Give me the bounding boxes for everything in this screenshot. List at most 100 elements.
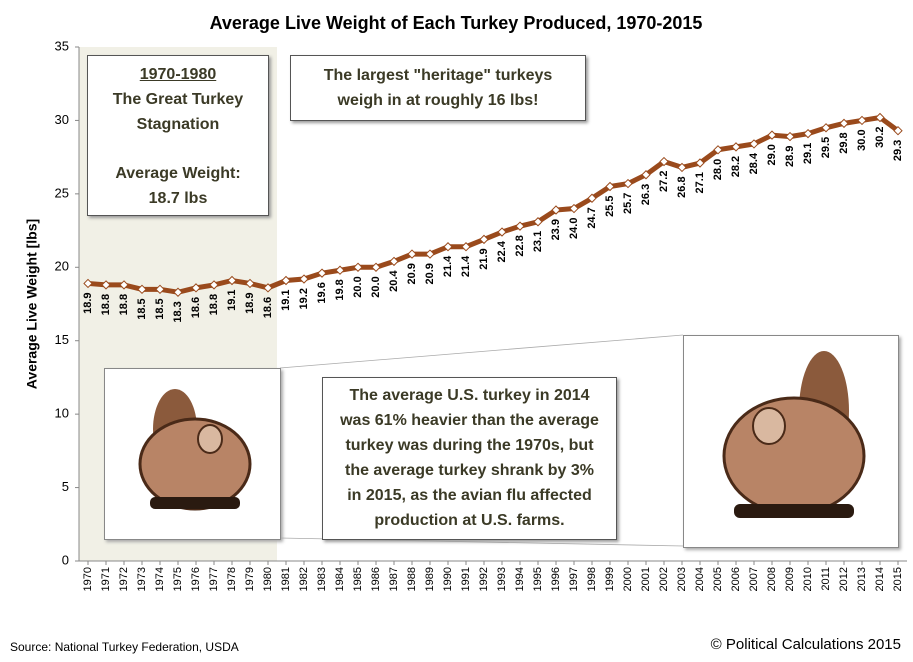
marker xyxy=(119,280,129,290)
marker xyxy=(245,278,255,289)
y-tick-label: 25 xyxy=(55,185,69,200)
x-tick-label: 1984 xyxy=(334,567,346,591)
annotation-box: The largest "heritage" turkeys weigh in … xyxy=(290,55,586,121)
x-tick-label: 2003 xyxy=(676,567,688,591)
x-tick-label: 1991 xyxy=(460,567,472,591)
x-tick-label: 1972 xyxy=(118,567,130,591)
marker xyxy=(839,118,849,129)
x-tick-label: 1976 xyxy=(190,567,202,591)
x-tick-label: 1990 xyxy=(442,567,454,591)
marker xyxy=(785,131,795,142)
x-tick-label: 1985 xyxy=(352,567,364,591)
data-label: 23.9 xyxy=(550,219,562,240)
annotation-box: 1970-1980 The Great Turkey Stagnation Av… xyxy=(87,55,269,216)
data-label: 27.2 xyxy=(658,171,670,192)
marker xyxy=(533,217,543,227)
x-tick-label: 1979 xyxy=(244,567,256,591)
annotation-line: in 2015, as the avian flu affected xyxy=(347,487,592,504)
data-label: 19.1 xyxy=(280,290,292,311)
marker xyxy=(659,156,669,167)
x-tick-label: 1986 xyxy=(370,567,382,591)
x-tick-label: 2010 xyxy=(802,567,814,591)
data-label: 18.8 xyxy=(208,294,220,315)
data-label: 20.0 xyxy=(352,276,364,297)
chart-title: Average Live Weight of Each Turkey Produ… xyxy=(210,13,703,33)
marker xyxy=(137,284,147,295)
marker xyxy=(515,221,525,231)
x-tick-label: 2014 xyxy=(874,567,886,591)
data-label: 18.9 xyxy=(244,292,256,313)
credit: © Political Calculations 2015 xyxy=(710,636,901,653)
marker xyxy=(695,158,705,168)
marker xyxy=(461,242,471,252)
x-tick-label: 1999 xyxy=(604,567,616,591)
marker xyxy=(857,115,867,126)
connector xyxy=(279,334,684,369)
marker xyxy=(209,280,219,290)
x-tick-label: 1980 xyxy=(262,567,274,591)
x-tick-label: 2013 xyxy=(856,567,868,591)
marker xyxy=(407,249,417,259)
x-tick-label: 1997 xyxy=(568,567,580,591)
data-label: 22.8 xyxy=(514,235,526,256)
data-label: 18.5 xyxy=(136,298,148,319)
x-tick-label: 1993 xyxy=(496,567,508,591)
data-label: 29.5 xyxy=(820,137,832,158)
annotation-line: The average U.S. turkey in 2014 xyxy=(349,387,590,404)
x-tick-label: 1994 xyxy=(514,567,526,591)
x-tick-label: 2004 xyxy=(694,567,706,591)
marker xyxy=(767,130,777,140)
y-tick-label: 35 xyxy=(55,38,69,53)
source: Source: National Turkey Federation, USDA xyxy=(10,640,239,654)
y-tick-label: 5 xyxy=(62,479,69,494)
x-tick-label: 1975 xyxy=(172,567,184,591)
x-tick-label: 2005 xyxy=(712,567,724,591)
x-tick-label: 2006 xyxy=(730,567,742,591)
x-tick-label: 1982 xyxy=(298,567,310,591)
turkey-image xyxy=(683,335,899,548)
data-label: 19.8 xyxy=(334,279,346,300)
marker xyxy=(443,242,453,252)
marker xyxy=(353,262,363,272)
marker xyxy=(479,234,489,245)
marker xyxy=(173,287,183,297)
line xyxy=(87,114,900,295)
marker xyxy=(641,170,651,180)
data-label: 30.0 xyxy=(856,129,868,150)
annotation-line: Average Weight: xyxy=(115,165,241,182)
data-label: 18.9 xyxy=(82,292,94,313)
marker xyxy=(497,227,507,237)
x-tick-label: 1981 xyxy=(280,567,292,591)
marker xyxy=(677,162,687,173)
y-tick-label: 20 xyxy=(55,259,69,274)
annotation-line: The Great Turkey xyxy=(112,91,244,108)
marker xyxy=(875,112,885,123)
x-tick-label: 2001 xyxy=(640,567,652,591)
data-label: 28.0 xyxy=(712,159,724,180)
y-tick-label: 10 xyxy=(55,406,69,421)
annotation-line: 18.7 lbs xyxy=(148,190,208,207)
data-label: 29.3 xyxy=(892,140,904,161)
x-tick-label: 1987 xyxy=(388,567,400,591)
marker xyxy=(101,280,111,290)
data-label: 20.9 xyxy=(406,263,418,284)
marker xyxy=(749,139,759,149)
marker xyxy=(263,283,273,293)
data-label: 21.9 xyxy=(478,248,490,269)
data-label: 28.9 xyxy=(784,146,796,167)
marker xyxy=(155,284,165,295)
turkey-image xyxy=(104,368,281,540)
data-label: 29.8 xyxy=(838,132,850,153)
data-label: 28.4 xyxy=(748,152,760,174)
annotation-box: The average U.S. turkey in 2014 was 61% … xyxy=(322,377,617,540)
x-tick-label: 1996 xyxy=(550,567,562,591)
data-label: 20.9 xyxy=(424,263,436,284)
data-label: 21.4 xyxy=(442,255,454,277)
marker xyxy=(893,126,903,136)
y-tick-label: 15 xyxy=(55,332,69,347)
annotation-line: weigh in at roughly 16 lbs! xyxy=(337,92,539,109)
x-tick-label: 1977 xyxy=(208,567,220,591)
data-label: 30.2 xyxy=(874,126,886,147)
marker xyxy=(335,265,345,275)
data-label: 24.7 xyxy=(586,207,598,228)
